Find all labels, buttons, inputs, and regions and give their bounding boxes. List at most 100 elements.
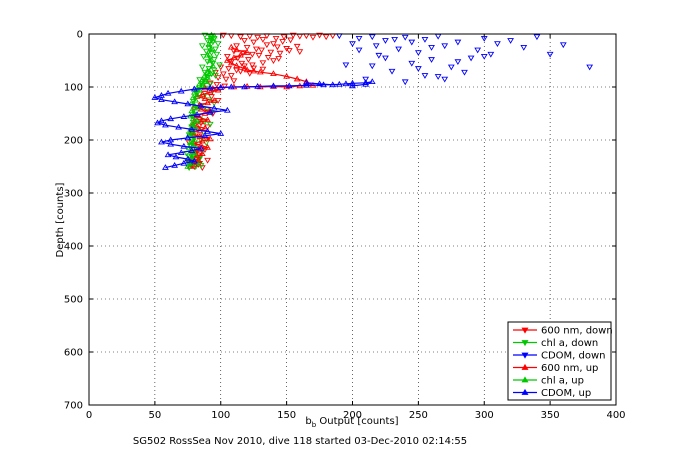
data-point — [197, 163, 205, 169]
data-point — [285, 48, 293, 54]
data-point — [349, 41, 356, 48]
data-point — [441, 76, 449, 83]
data-point — [210, 57, 218, 63]
x-tick-label: 50 — [149, 410, 162, 421]
x-tick-label: 0 — [86, 410, 92, 421]
data-point — [217, 130, 225, 136]
data-point — [428, 57, 435, 63]
series-2 — [335, 33, 594, 86]
data-point — [197, 118, 205, 125]
data-point — [212, 46, 219, 53]
data-point — [245, 57, 252, 63]
data-point — [175, 123, 182, 130]
data-point — [223, 53, 231, 60]
data-point — [201, 124, 209, 131]
data-point — [193, 84, 201, 91]
data-point — [428, 44, 435, 51]
data-point — [233, 67, 240, 74]
data-point — [395, 46, 402, 53]
data-point — [283, 83, 291, 90]
data-point — [280, 34, 288, 41]
legend-marker — [521, 363, 529, 370]
legend-label: 600 nm, up — [541, 363, 598, 374]
data-point — [198, 64, 206, 71]
data-point — [296, 49, 304, 55]
data-point — [362, 76, 370, 83]
data-point — [494, 41, 501, 48]
data-point — [205, 41, 213, 47]
data-point — [223, 106, 231, 113]
data-point — [225, 66, 233, 72]
data-point — [206, 88, 214, 95]
data-point — [250, 67, 258, 74]
data-point — [222, 76, 230, 83]
data-point — [372, 43, 380, 50]
data-point — [206, 135, 214, 142]
data-point — [267, 49, 275, 56]
data-point — [210, 97, 218, 104]
data-point — [198, 150, 206, 157]
data-point — [197, 137, 205, 144]
data-point — [421, 37, 429, 43]
legend-box — [507, 321, 612, 401]
data-point — [241, 83, 248, 90]
data-point — [162, 164, 169, 170]
data-point — [230, 54, 238, 61]
data-point — [264, 55, 272, 61]
data-point — [180, 159, 188, 166]
data-point — [258, 47, 265, 54]
y-tick-label: 300 — [64, 189, 83, 200]
data-point — [180, 113, 188, 119]
data-point — [559, 42, 567, 49]
data-point — [164, 151, 172, 158]
data-point — [158, 138, 165, 145]
data-point — [208, 31, 215, 38]
data-point — [206, 57, 214, 63]
data-point — [204, 116, 211, 123]
data-point — [335, 80, 343, 87]
data-point — [204, 38, 211, 44]
figure-caption: SG502 RossSea Nov 2010, dive 118 started… — [133, 436, 467, 447]
data-point — [193, 111, 201, 117]
data-point — [270, 82, 277, 89]
data-point — [204, 51, 211, 58]
data-point — [212, 73, 219, 79]
data-point — [454, 39, 462, 46]
data-point — [349, 82, 356, 89]
data-point — [223, 57, 231, 63]
y-tick-label: 0 — [77, 30, 83, 41]
data-point — [316, 80, 323, 87]
data-point — [216, 62, 223, 69]
data-point — [219, 32, 227, 39]
data-point — [243, 66, 251, 73]
legend-label: 600 nm, down — [541, 326, 613, 337]
data-point — [414, 66, 422, 72]
data-point — [208, 46, 215, 53]
data-point — [191, 85, 198, 92]
data-point — [293, 43, 301, 50]
x-tick-label: 100 — [211, 410, 230, 421]
data-point — [243, 49, 251, 55]
data-point — [355, 35, 363, 42]
y-axis-label: Depth [counts] — [55, 182, 66, 257]
data-point — [227, 83, 235, 90]
data-point — [162, 121, 169, 128]
data-point — [167, 140, 175, 147]
legend-marker — [521, 340, 529, 347]
data-point — [375, 52, 383, 59]
data-point — [408, 60, 416, 67]
data-point — [233, 43, 240, 50]
data-point — [408, 39, 416, 46]
data-point — [230, 78, 238, 85]
data-point — [206, 107, 214, 114]
series-line — [187, 34, 216, 167]
data-point — [227, 43, 235, 50]
data-point — [259, 37, 267, 43]
data-point — [241, 63, 248, 70]
data-point — [441, 43, 449, 50]
data-point — [217, 84, 225, 90]
data-point — [206, 121, 214, 128]
data-point — [279, 39, 287, 45]
